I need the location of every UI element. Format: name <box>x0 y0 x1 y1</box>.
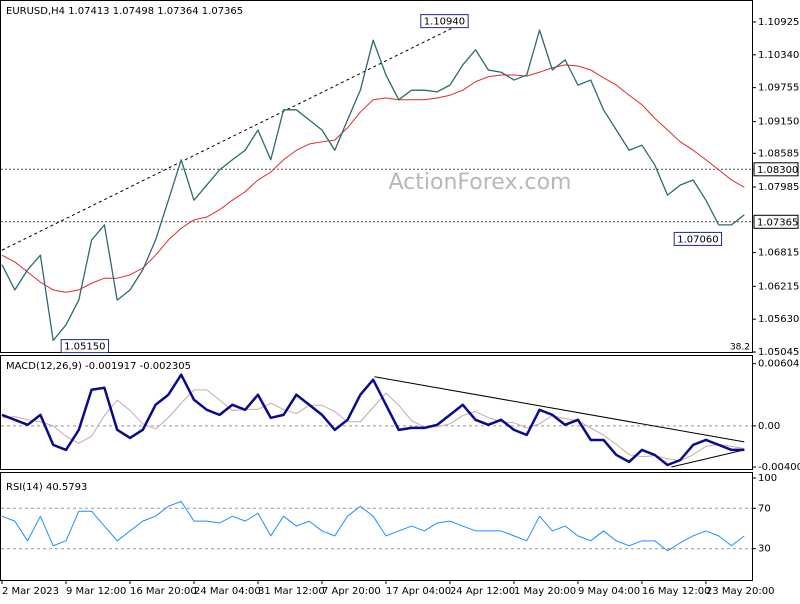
x-tick-label: 16 Mar 20:00 <box>130 586 197 597</box>
series-line <box>1 29 745 342</box>
x-tick-label: 1 May 20:00 <box>514 586 576 597</box>
x-tick-label: 24 Apr 12:00 <box>450 586 515 597</box>
y-tick-label: 0.006049 <box>758 359 800 370</box>
annotation-box <box>420 14 469 29</box>
annotation-label: 1.10940 <box>424 17 465 28</box>
x-tick-label: 16 May 12:00 <box>642 586 711 597</box>
level-label: 1.08300 <box>757 165 798 176</box>
price-frame <box>0 0 753 353</box>
rsi-frame <box>0 472 753 581</box>
x-tick-label: 9 Mar 12:00 <box>66 586 126 597</box>
x-tick-label: 17 Apr 04:00 <box>386 586 451 597</box>
y-tick-label: 70 <box>758 503 771 514</box>
trendline <box>1 21 466 251</box>
y-tick-label: 1.05045 <box>758 347 799 358</box>
y-tick-label: -0.004005 <box>758 462 800 473</box>
panel-title: MACD(12,26,9) -0.001917 -0.002305 <box>6 361 191 372</box>
annotation-label: 1.05150 <box>64 342 105 353</box>
x-tick-label: 31 Mar 12:00 <box>258 586 325 597</box>
series-line <box>1 373 745 467</box>
x-tick-label: 23 May 20:00 <box>706 586 775 597</box>
y-tick-label: 100 <box>758 473 777 484</box>
y-tick-label: 0.00 <box>758 421 780 432</box>
x-tick-label: 2 Mar 2023 <box>2 586 59 597</box>
level-label: 1.07365 <box>757 217 798 228</box>
series-line <box>1 64 745 293</box>
panel-title: RSI(14) 40.5793 <box>6 482 87 493</box>
y-tick-label: 1.10340 <box>758 50 799 61</box>
annotation-box <box>673 231 723 246</box>
y-tick-label: 1.09755 <box>758 83 799 94</box>
level-box <box>753 214 799 229</box>
y-tick-label: 1.09150 <box>758 117 799 128</box>
y-tick-label: 1.10925 <box>758 17 799 28</box>
annotation-label: 1.07060 <box>677 234 718 245</box>
y-tick-label: 1.07985 <box>758 182 799 193</box>
panel-title: EURUSD,H4 1.07413 1.07498 1.07364 1.0736… <box>6 6 243 17</box>
watermark: ActionForex.com <box>389 170 572 195</box>
y-tick-label: 1.08585 <box>758 148 799 159</box>
y-tick-label: 30 <box>758 544 771 555</box>
y-tick-label: 1.05630 <box>758 314 799 325</box>
fib-label: 38.2 <box>730 343 750 353</box>
trendline <box>671 449 745 468</box>
x-tick-label: 9 May 04:00 <box>578 586 640 597</box>
trendline <box>374 376 745 443</box>
level-box <box>753 162 799 177</box>
x-tick-label: 24 Mar 04:00 <box>194 586 261 597</box>
annotation-box <box>60 339 110 354</box>
series-line <box>1 500 745 552</box>
macd-frame <box>0 355 753 470</box>
x-tick-label: 7 Apr 20:00 <box>322 586 381 597</box>
y-tick-label: 1.06215 <box>758 281 799 292</box>
series-line <box>1 389 745 462</box>
y-tick-label: 1.06815 <box>758 248 799 259</box>
